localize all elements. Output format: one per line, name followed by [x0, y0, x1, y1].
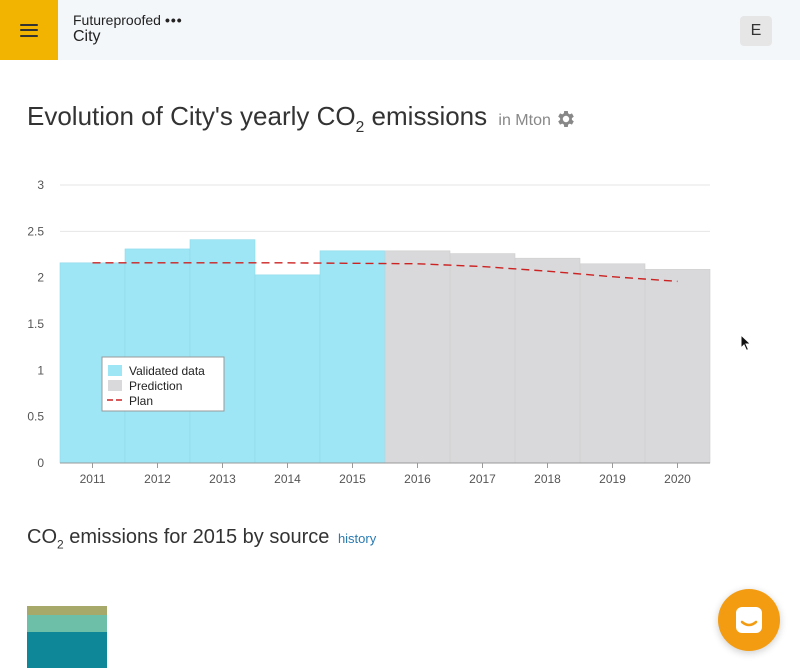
history-link[interactable]: history — [337, 531, 377, 546]
y-tick-label: 3 — [37, 178, 44, 192]
title-suffix: emissions — [364, 101, 488, 131]
legend-label: Prediction — [129, 379, 182, 393]
y-tick-label: 0 — [37, 456, 44, 470]
x-tick-label: 2011 — [80, 472, 106, 486]
legend-label: Plan — [129, 394, 153, 408]
y-tick-label: 0.5 — [27, 410, 44, 424]
unit-label: in Mton — [498, 112, 551, 129]
title-prefix: Evolution of City's yearly CO — [27, 101, 356, 131]
bar-prediction[interactable] — [514, 257, 581, 464]
x-tick-label: 2017 — [469, 472, 496, 486]
mouse-cursor-icon — [740, 334, 752, 352]
city-name: City — [73, 28, 101, 45]
plan-line[interactable] — [92, 262, 678, 283]
legend-box — [101, 356, 225, 412]
stack-segment-middle — [27, 615, 107, 632]
source-title-prefix: CO — [27, 526, 57, 548]
y-tick-label: 2.5 — [27, 224, 44, 238]
bar-prediction[interactable] — [644, 269, 711, 464]
bar-prediction[interactable] — [449, 253, 516, 464]
stack-segment-top — [27, 606, 107, 615]
x-tick-label: 2016 — [404, 472, 431, 486]
bar-validated[interactable] — [124, 248, 191, 464]
legend-swatch — [108, 380, 122, 391]
menu-button[interactable] — [0, 0, 58, 60]
org-menu-icon[interactable]: ••• — [164, 12, 183, 28]
x-tick-label: 2013 — [209, 472, 236, 486]
legend-label: Validated data — [129, 364, 205, 378]
bar-prediction[interactable] — [384, 250, 451, 464]
y-tick-label: 1 — [37, 363, 44, 377]
top-bar: Futureproofed ••• City E — [0, 0, 800, 60]
settings-gear-icon[interactable] — [555, 108, 577, 130]
title-subscript: 2 — [355, 119, 365, 137]
chat-button[interactable] — [718, 589, 780, 651]
y-tick-label: 1.5 — [27, 317, 44, 331]
avatar[interactable]: E — [740, 16, 772, 46]
bar-validated[interactable] — [189, 239, 256, 464]
hamburger-icon — [20, 23, 38, 37]
bar-prediction[interactable] — [579, 263, 646, 464]
legend-swatch — [108, 365, 122, 376]
page-title: Evolution of City's yearly CO2 emissions… — [27, 101, 551, 137]
chat-icon — [736, 607, 762, 633]
x-tick-label: 2012 — [144, 472, 171, 486]
y-tick-label: 2 — [37, 271, 44, 285]
stack-segment-bottom — [27, 632, 107, 668]
emissions-chart: 0 0.5 1 1.5 2 2.5 3 2011 2012 2013 2014 2015 2016 201… — [27, 178, 711, 486]
x-tick-label: 2015 — [339, 472, 366, 486]
source-stacked-bar[interactable] — [27, 606, 107, 668]
source-title-suffix: emissions for 2015 by source — [63, 526, 330, 548]
x-tick-label: 2020 — [664, 472, 691, 486]
bar-validated[interactable] — [319, 250, 386, 464]
source-title-subscript: 2 — [57, 537, 64, 552]
org-selector[interactable]: Futureproofed ••• — [73, 12, 183, 28]
x-tick-label: 2018 — [534, 472, 561, 486]
x-tick-label: 2014 — [274, 472, 301, 486]
source-section-title: CO2 emissions for 2015 by source history — [27, 526, 376, 551]
bar-validated[interactable] — [254, 274, 321, 464]
org-name: Futureproofed — [73, 12, 161, 28]
x-tick-label: 2019 — [599, 472, 626, 486]
